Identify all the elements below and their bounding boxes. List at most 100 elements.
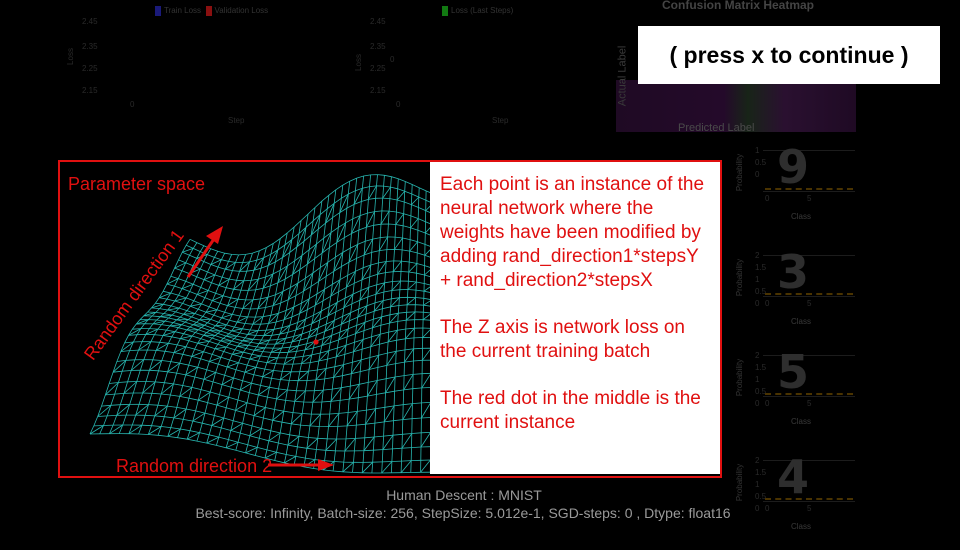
- mesh-line: [402, 434, 412, 449]
- confusion-xlabel: Predicted Label: [678, 122, 754, 134]
- random-direction-2-label: Random direction 2: [116, 456, 272, 477]
- probability-tick: 0: [755, 170, 759, 179]
- mesh-line: [395, 238, 403, 249]
- mesh-line: [397, 191, 405, 200]
- explanation-paragraph: Each point is an instance of the neural …: [440, 173, 710, 293]
- legend-steps-label: Loss (Last Steps): [451, 6, 513, 15]
- legend-train-label: Train Loss: [164, 6, 201, 15]
- mesh-line: [401, 461, 411, 473]
- steps-ytick: 2.25: [370, 64, 386, 73]
- explanation-paragraph: The Z axis is network loss on the curren…: [440, 316, 710, 364]
- loss-ylabel: Loss: [66, 48, 75, 65]
- mesh-line: [421, 460, 431, 472]
- mesh-line: [362, 462, 373, 473]
- steps-ytick: 2.15: [370, 86, 386, 95]
- probability-axis-label: Probability: [735, 359, 744, 396]
- loss-ytick: 2.25: [82, 64, 98, 73]
- mesh-line: [170, 325, 182, 326]
- random-direction-1-arrow: [180, 222, 230, 282]
- class-axis-label: Class: [791, 212, 811, 221]
- probability-tick: 2: [755, 456, 759, 465]
- steps-zero-label: 0: [390, 55, 394, 64]
- mesh-line: [326, 439, 337, 450]
- mesh-line: [288, 436, 299, 445]
- mesh-line: [307, 438, 318, 448]
- mesh-line: [379, 237, 387, 251]
- legend-train-swatch: [155, 6, 161, 16]
- mesh-line: [382, 462, 392, 474]
- probability-tick: 1: [755, 146, 759, 155]
- digit-image: 9: [777, 140, 809, 194]
- mesh-line: [421, 191, 427, 472]
- mesh-line: [387, 351, 396, 365]
- current-instance-dot: [313, 339, 318, 344]
- mesh-line: [367, 381, 377, 397]
- steps-xlabel: Step: [492, 116, 508, 125]
- probability-tick: 2: [755, 351, 759, 360]
- digit-image: 3: [777, 245, 809, 299]
- probability-tick: 1: [755, 275, 759, 284]
- mesh-line: [409, 264, 417, 273]
- steps-ylabel: Loss: [354, 54, 363, 71]
- loss-xlabel: Step: [228, 116, 244, 125]
- confusion-title: Confusion Matrix Heatmap: [662, 0, 814, 12]
- class-axis-label: Class: [791, 417, 811, 426]
- mesh-line: [405, 328, 414, 339]
- legend-validation-label: Validation Loss: [215, 6, 269, 15]
- mesh-line: [396, 214, 404, 225]
- mesh-line: [155, 406, 168, 416]
- class-tick: 0: [765, 399, 769, 408]
- explanation-paragraph: The red dot in the middle is the current…: [440, 387, 710, 435]
- mesh-line: [168, 363, 180, 372]
- steps-ytick: 2.45: [370, 17, 386, 26]
- mesh-line: [392, 281, 401, 291]
- mesh-line: [386, 377, 396, 393]
- mesh-line: [411, 219, 419, 228]
- mesh-line: [408, 282, 416, 290]
- mesh-line: [383, 435, 393, 449]
- class-tick: 5: [807, 194, 811, 203]
- class-tick: 0: [765, 299, 769, 308]
- class-tick: 5: [807, 299, 811, 308]
- loss-ytick: 2.15: [82, 86, 98, 95]
- mesh-line: [383, 187, 391, 198]
- mesh-wireframe: [90, 175, 440, 473]
- mesh-line: [284, 195, 329, 463]
- steps-ytick: 2.35: [370, 42, 386, 51]
- mesh-line: [411, 188, 419, 473]
- digit-image: 5: [777, 345, 809, 399]
- confusion-ylabel: Actual Label: [616, 46, 628, 107]
- press-continue-prompt[interactable]: ( press x to continue ): [638, 26, 940, 84]
- mesh-line: [382, 179, 399, 473]
- mesh-line: [343, 175, 371, 472]
- loss-ytick: 2.45: [82, 17, 98, 26]
- mesh-line: [381, 211, 389, 224]
- class-axis-label: Class: [791, 317, 811, 326]
- mesh-line: [246, 447, 258, 453]
- loss-chart: Train Loss Validation Loss 2.45 2.35 2.2…: [60, 0, 310, 130]
- mesh-line: [393, 261, 401, 272]
- footer-title: Human Descent : MNIST: [0, 487, 928, 503]
- class-tick: 5: [807, 399, 811, 408]
- loss-chart-legend: Train Loss Validation Loss: [155, 6, 268, 16]
- mesh-line: [405, 349, 414, 362]
- mesh-line: [333, 176, 364, 471]
- mesh-line: [232, 352, 243, 354]
- mesh-line: [347, 411, 357, 426]
- steps-ytick: 0: [396, 100, 400, 109]
- probability-tick: 2: [755, 251, 759, 260]
- mesh-line: [198, 341, 210, 343]
- mesh-line: [345, 438, 356, 451]
- probability-tick: 1: [755, 375, 759, 384]
- mesh-line: [349, 384, 359, 399]
- mesh-line: [407, 298, 416, 305]
- loss-ytick: 0: [130, 100, 134, 109]
- mesh-line: [403, 404, 413, 420]
- mesh-line: [406, 312, 415, 320]
- class-tick: 0: [765, 194, 769, 203]
- mesh-line: [329, 413, 339, 426]
- mesh-line: [237, 345, 248, 346]
